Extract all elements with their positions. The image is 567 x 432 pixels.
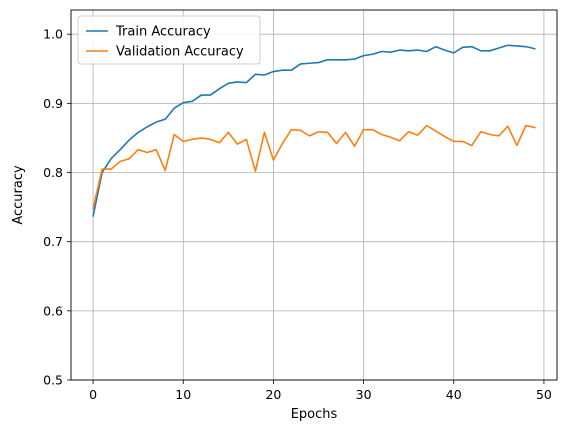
y-tick-label: 0.6: [43, 303, 63, 318]
grid-lines: [71, 10, 557, 381]
y-tick-label: 0.8: [43, 165, 63, 180]
x-tick-label: 30: [356, 387, 372, 402]
x-axis-label: Epochs: [291, 407, 338, 422]
plot-frame: [70, 9, 558, 381]
x-tick-label: 0: [89, 387, 97, 402]
y-tick-label: 1.0: [43, 27, 63, 42]
y-tick-label: 0.9: [43, 96, 63, 111]
series-line-train-accuracy: [92, 44, 536, 217]
legend: Train Accuracy Validation Accuracy: [77, 15, 261, 65]
x-tick-label: 50: [536, 387, 552, 402]
legend-box: [77, 15, 261, 65]
x-tick-label: 10: [175, 387, 191, 402]
x-tick-label: 20: [265, 387, 281, 402]
legend-entry: Validation Accuracy: [116, 45, 244, 60]
x-tick-label: 40: [446, 387, 462, 402]
y-axis-label: Accuracy: [11, 165, 26, 225]
series-group: [92, 44, 536, 217]
series-line-validation-accuracy: [92, 124, 536, 210]
y-tick-label: 0.7: [43, 234, 63, 249]
tick-group: 0 10 20 30 40 50 0.5 0.6 0.7 0.8 0.9 1.0: [43, 27, 552, 402]
y-tick-label: 0.5: [43, 373, 63, 388]
legend-entry: Train Accuracy: [115, 25, 211, 40]
